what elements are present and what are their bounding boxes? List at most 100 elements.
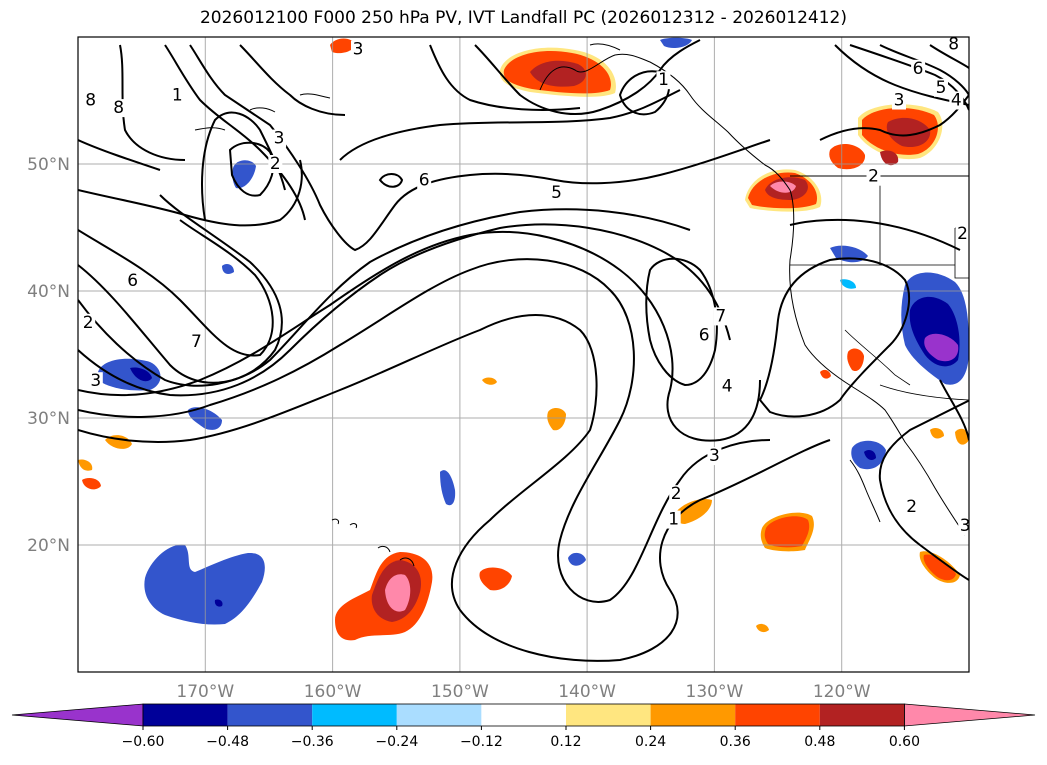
pv-contour-label: 3 xyxy=(274,129,285,149)
ivt-patch-neg xyxy=(440,470,456,506)
pv-contour-label-bg xyxy=(946,37,961,54)
lat-label: 20°N xyxy=(27,536,70,556)
ivt-area-baja xyxy=(760,512,814,552)
lat-axis: 20°N 30°N 40°N 50°N xyxy=(27,155,70,556)
map-title: 2026012100 F000 250 hPa PV, IVT Landfall… xyxy=(199,8,847,28)
lon-label: 130°W xyxy=(686,682,744,702)
pv-contour-label: 6 xyxy=(419,171,430,191)
ivt-patch-neg xyxy=(222,264,234,274)
colorbar-label: −0.48 xyxy=(206,734,249,750)
pv-contour-label-bg xyxy=(656,71,671,90)
pv-contour-label-bg xyxy=(934,78,948,97)
pv-contour-label: 5 xyxy=(936,78,947,98)
colorbar-segment xyxy=(819,704,905,726)
ivt-patch xyxy=(955,428,969,445)
lon-label: 160°W xyxy=(304,682,362,702)
pv-contour-label: 6 xyxy=(913,59,924,79)
ivt-patch xyxy=(847,348,864,372)
pv-contour-label: 3 xyxy=(353,40,364,60)
pv-contour-label: 6 xyxy=(699,325,710,345)
pv-contour-label-bg xyxy=(549,184,564,203)
ivt-area-california-neg xyxy=(901,272,969,385)
pv-contour-label: 4 xyxy=(951,91,962,111)
pv-contour-label-bg xyxy=(81,313,96,332)
pv-contour-label-bg xyxy=(125,271,140,290)
pv-contour-label-bg xyxy=(170,86,185,105)
ivt-patch xyxy=(479,567,512,591)
pv-contour-label: 5 xyxy=(551,183,562,203)
pv-contour-label-bg xyxy=(911,59,926,78)
ivt-patch xyxy=(330,38,355,54)
pv-contour-label: 1 xyxy=(172,85,183,105)
lon-axis: 170°W 160°W 150°W 140°W 130°W 120°W xyxy=(176,682,870,702)
colorbar-extend-min xyxy=(11,703,144,727)
ivt-patch xyxy=(930,428,944,439)
pv-contour-label: 3 xyxy=(960,516,971,536)
colorbar-segment xyxy=(396,704,482,726)
ivt-patch xyxy=(82,478,101,490)
ivt-patch xyxy=(820,369,831,379)
ivt-area-bc xyxy=(858,104,943,160)
ivt-patch-neg xyxy=(660,37,692,48)
ivt-area-oregon xyxy=(829,143,899,170)
pv-contour-label: 7 xyxy=(191,332,202,352)
pv-contour-label-bg xyxy=(189,332,204,351)
colorbar-segment xyxy=(143,704,228,726)
coastline-aleutians xyxy=(194,93,331,131)
colorbar-label: 0.12 xyxy=(550,734,581,750)
pv-contour-label: 2 xyxy=(270,154,281,174)
pv-contour-label-bg xyxy=(88,372,103,391)
coastline-alaska xyxy=(589,43,621,51)
lon-label: 140°W xyxy=(558,682,616,702)
colorbar-label: 0.60 xyxy=(889,734,920,750)
pv-contour-label-bg xyxy=(707,447,722,466)
colorbar-segment xyxy=(566,704,651,726)
lat-label: 40°N xyxy=(27,282,70,302)
pv-contour-label-bg xyxy=(955,224,969,243)
colorbar-label: 0.48 xyxy=(804,734,835,750)
colorbar-label: −0.60 xyxy=(122,734,165,750)
ivt-patch xyxy=(547,408,566,431)
gridlines xyxy=(78,37,969,672)
pv-contour-label-bg xyxy=(958,517,969,535)
colorbar-label: −0.36 xyxy=(291,734,334,750)
ivt-area-hawaii xyxy=(335,552,433,641)
pv-contour-label: 4 xyxy=(722,376,733,396)
coastline-hawaii xyxy=(331,518,415,567)
lat-label: 50°N xyxy=(27,155,70,175)
pv-contour-label-bg xyxy=(720,377,735,396)
pv-contour-label: 2 xyxy=(906,497,917,517)
lon-label: 150°W xyxy=(431,682,489,702)
pv-contour-label: 6 xyxy=(127,271,138,291)
state-borders xyxy=(790,176,969,279)
pv-contour-label: 3 xyxy=(90,371,101,391)
ivt-patch xyxy=(482,377,497,385)
ivt-patch-neg xyxy=(864,450,876,460)
pv-contour-label: 7 xyxy=(715,306,726,326)
pv-contour-label: 3 xyxy=(709,446,720,466)
colorbar-label: −0.24 xyxy=(375,734,418,750)
pv-contour-label-bg xyxy=(111,99,126,118)
colorbar-segment xyxy=(227,704,313,726)
pv-contour-label: 2 xyxy=(83,313,94,333)
pv-contour-label-bg xyxy=(949,91,964,110)
lat-label: 30°N xyxy=(27,409,70,429)
pv-contour-label-bg xyxy=(669,485,684,504)
pv-contour-label-bg xyxy=(892,91,906,110)
ivt-area-south-pacific-neg xyxy=(144,544,265,625)
ivt-patch-neg xyxy=(568,552,586,566)
pv-contour-label-bg xyxy=(666,510,681,529)
pv-contour-label: 2 xyxy=(957,224,968,244)
ivt-patch xyxy=(78,459,93,471)
pv-contour-label-bg xyxy=(268,155,283,173)
pv-contour-label-bg xyxy=(866,167,881,186)
ivt-patch xyxy=(756,623,769,633)
pv-contour-label-bg xyxy=(83,91,98,110)
colorbar-frame xyxy=(142,703,905,727)
colorbar: −0.60 −0.48 −0.36 −0.24 −0.12 0.12 0.24 0.36 0.4… xyxy=(11,703,1036,750)
colorbar-label: −0.12 xyxy=(460,734,503,750)
pv-contour-label: 1 xyxy=(658,70,669,90)
colorbar-label: 0.24 xyxy=(635,734,666,750)
pv-contour-label: 2 xyxy=(868,167,879,187)
pv-contour-label: 8 xyxy=(85,91,96,111)
